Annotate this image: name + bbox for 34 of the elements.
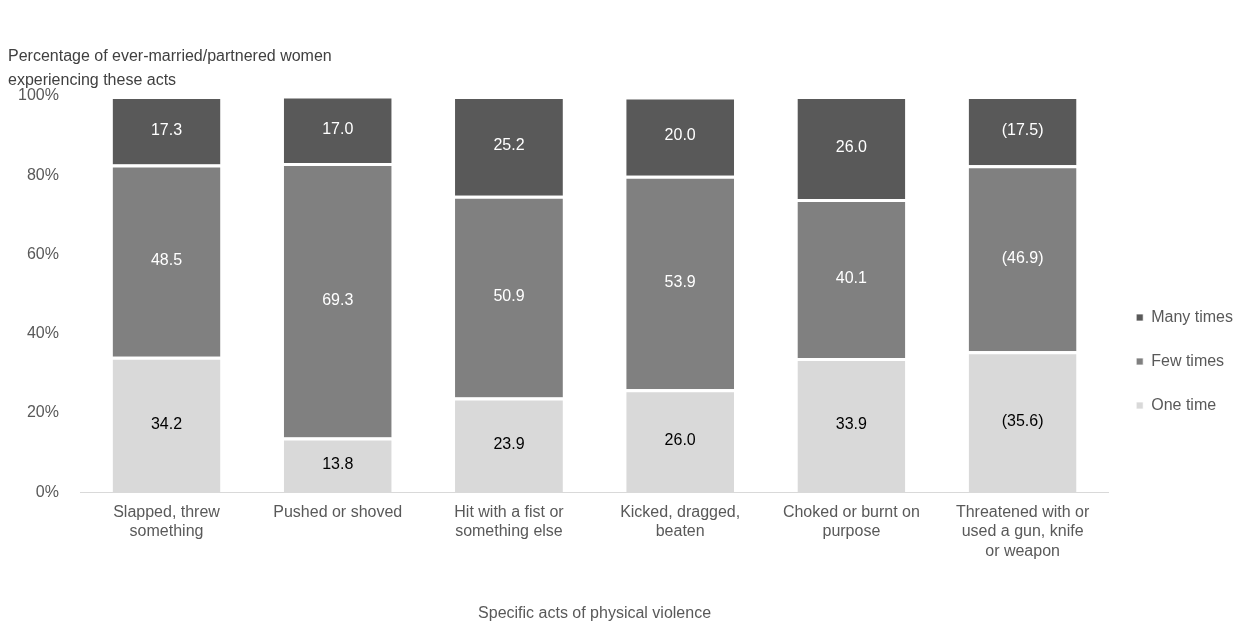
legend-label: One time (1151, 395, 1217, 413)
data-label: 34.2 (150, 414, 183, 432)
y-tick-label: 40% (26, 324, 59, 342)
data-label: 26.0 (835, 137, 868, 155)
x-tick-label: Choked or burnt on purpose (782, 503, 920, 540)
legend-label: Few times (1151, 351, 1225, 369)
data-label: 17.3 (150, 120, 183, 138)
data-label: 53.9 (664, 272, 696, 290)
x-tick-label: Hit with a fist or something else (454, 503, 565, 540)
data-label: 69.3 (322, 290, 354, 308)
data-label: 20.0 (664, 126, 696, 144)
x-tick-label: Threatened with or used a gun, knife or weapon (955, 503, 1090, 559)
y-tick-label: 0% (35, 482, 59, 500)
data-label: (35.6) (1001, 412, 1044, 430)
data-label: 13.8 (322, 455, 354, 473)
x-axis-title: Specific acts of physical violence (478, 603, 712, 621)
x-tick-label: Kicked, dragged, beaten (620, 503, 741, 540)
data-label: 33.9 (835, 415, 868, 433)
y-tick-label: 80% (26, 165, 59, 183)
data-label: 17.0 (322, 119, 354, 137)
y-tick-label: 60% (26, 244, 59, 262)
x-tick-label: Pushed or shoved (273, 503, 403, 521)
legend-label: Many times (1151, 307, 1233, 325)
data-label: 26.0 (664, 431, 696, 449)
y-axis-title: Percentage of ever-married/partnered women experiencing these acts (8, 46, 333, 90)
data-label: 48.5 (150, 251, 183, 269)
data-label: 25.2 (493, 136, 525, 154)
data-label: 40.1 (835, 268, 868, 286)
x-tick-label: Slapped, threw something (113, 503, 221, 540)
data-label: (17.5) (1001, 121, 1044, 139)
data-label: (46.9) (1001, 248, 1044, 266)
data-label: 50.9 (493, 287, 525, 305)
y-tick-label: 20% (26, 403, 59, 421)
data-label: 23.9 (493, 435, 525, 453)
